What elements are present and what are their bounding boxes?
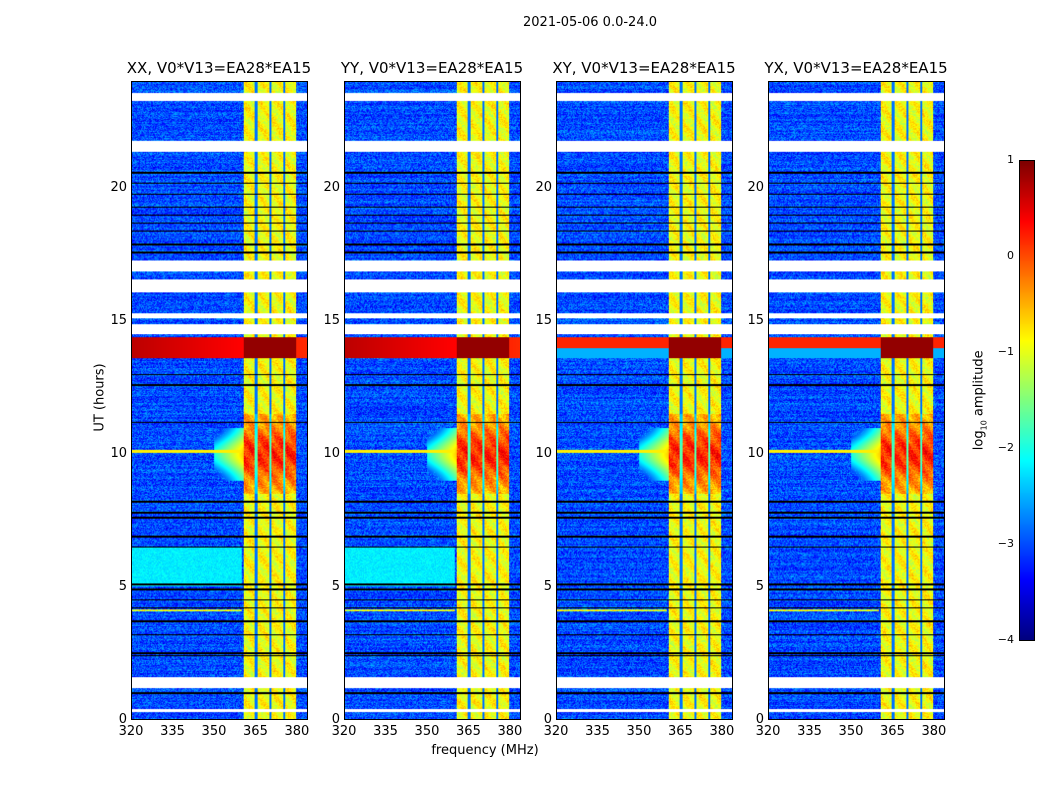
x-tick-label: 365 — [668, 724, 693, 739]
x-tick-label: 320 — [755, 724, 781, 739]
y-tick-label: 20 — [323, 179, 340, 195]
y-tick-label: 5 — [118, 578, 127, 594]
panel-title-yx: YX, V0*V13=EA28*EA15 — [764, 59, 948, 77]
x-tick-label: 350 — [414, 724, 440, 739]
y-tick-label: 10 — [323, 445, 340, 461]
y-tick-label: 10 — [535, 445, 552, 461]
panel-title-xy: XY, V0*V13=EA28*EA15 — [552, 59, 736, 77]
colorbar-tick-label: 0 — [1007, 249, 1014, 262]
x-tick-label: 320 — [118, 724, 144, 739]
colorbar-tick-label: −2 — [997, 441, 1014, 454]
colorbar — [1019, 160, 1035, 641]
heatmap-xx — [131, 81, 308, 720]
colorbar-tick-label: −1 — [997, 345, 1014, 358]
colorbar-tick-label: 1 — [1007, 153, 1014, 166]
y-tick-label: 15 — [110, 312, 127, 328]
heatmap-yy — [344, 81, 521, 720]
x-tick-label: 335 — [160, 724, 185, 739]
y-tick-label: 0 — [118, 712, 127, 727]
x-tick-label: 380 — [709, 724, 735, 739]
y-tick-label: 20 — [110, 179, 127, 195]
x-tick-label: 380 — [921, 724, 947, 739]
y-tick-label: 5 — [331, 578, 340, 594]
y-axis-label: UT (hours) — [92, 363, 108, 432]
x-tick-label: 365 — [243, 724, 268, 739]
y-tick-label: 5 — [543, 578, 552, 594]
x-tick-label: 380 — [497, 724, 523, 739]
y-tick-label: 15 — [747, 312, 764, 328]
panel-title-xx: XX, V0*V13=EA28*EA15 — [126, 59, 312, 77]
x-axis-label: frequency (MHz) — [431, 743, 539, 758]
y-tick-label: 0 — [755, 712, 764, 727]
y-tick-label: 20 — [535, 179, 552, 195]
y-tick-label: 10 — [747, 445, 764, 461]
y-tick-label: 5 — [755, 578, 764, 594]
x-tick-label: 320 — [331, 724, 357, 739]
x-tick-label: 365 — [456, 724, 481, 739]
x-tick-label: 350 — [838, 724, 864, 739]
panel-title-yy: YY, V0*V13=EA28*EA15 — [340, 59, 524, 77]
colorbar-tick-label: −4 — [997, 633, 1014, 646]
y-tick-label: 0 — [543, 712, 552, 727]
x-tick-label: 335 — [373, 724, 398, 739]
y-tick-label: 15 — [323, 312, 340, 328]
heatmap-xy — [556, 81, 733, 720]
x-tick-label: 320 — [543, 724, 569, 739]
x-tick-label: 350 — [626, 724, 652, 739]
y-tick-label: 10 — [110, 445, 127, 461]
y-tick-label: 20 — [747, 179, 764, 195]
colorbar-tick-label: −3 — [997, 537, 1014, 550]
x-tick-label: 380 — [284, 724, 310, 739]
colorbar-label: log10 amplitude — [971, 350, 989, 451]
x-tick-label: 335 — [585, 724, 610, 739]
y-tick-label: 0 — [331, 712, 340, 727]
x-tick-label: 350 — [201, 724, 227, 739]
heatmap-yx — [768, 81, 945, 720]
x-tick-label: 365 — [880, 724, 905, 739]
figure-suptitle: 2021-05-06 0.0-24.0 — [523, 15, 657, 30]
x-tick-label: 335 — [797, 724, 822, 739]
y-tick-label: 15 — [535, 312, 552, 328]
